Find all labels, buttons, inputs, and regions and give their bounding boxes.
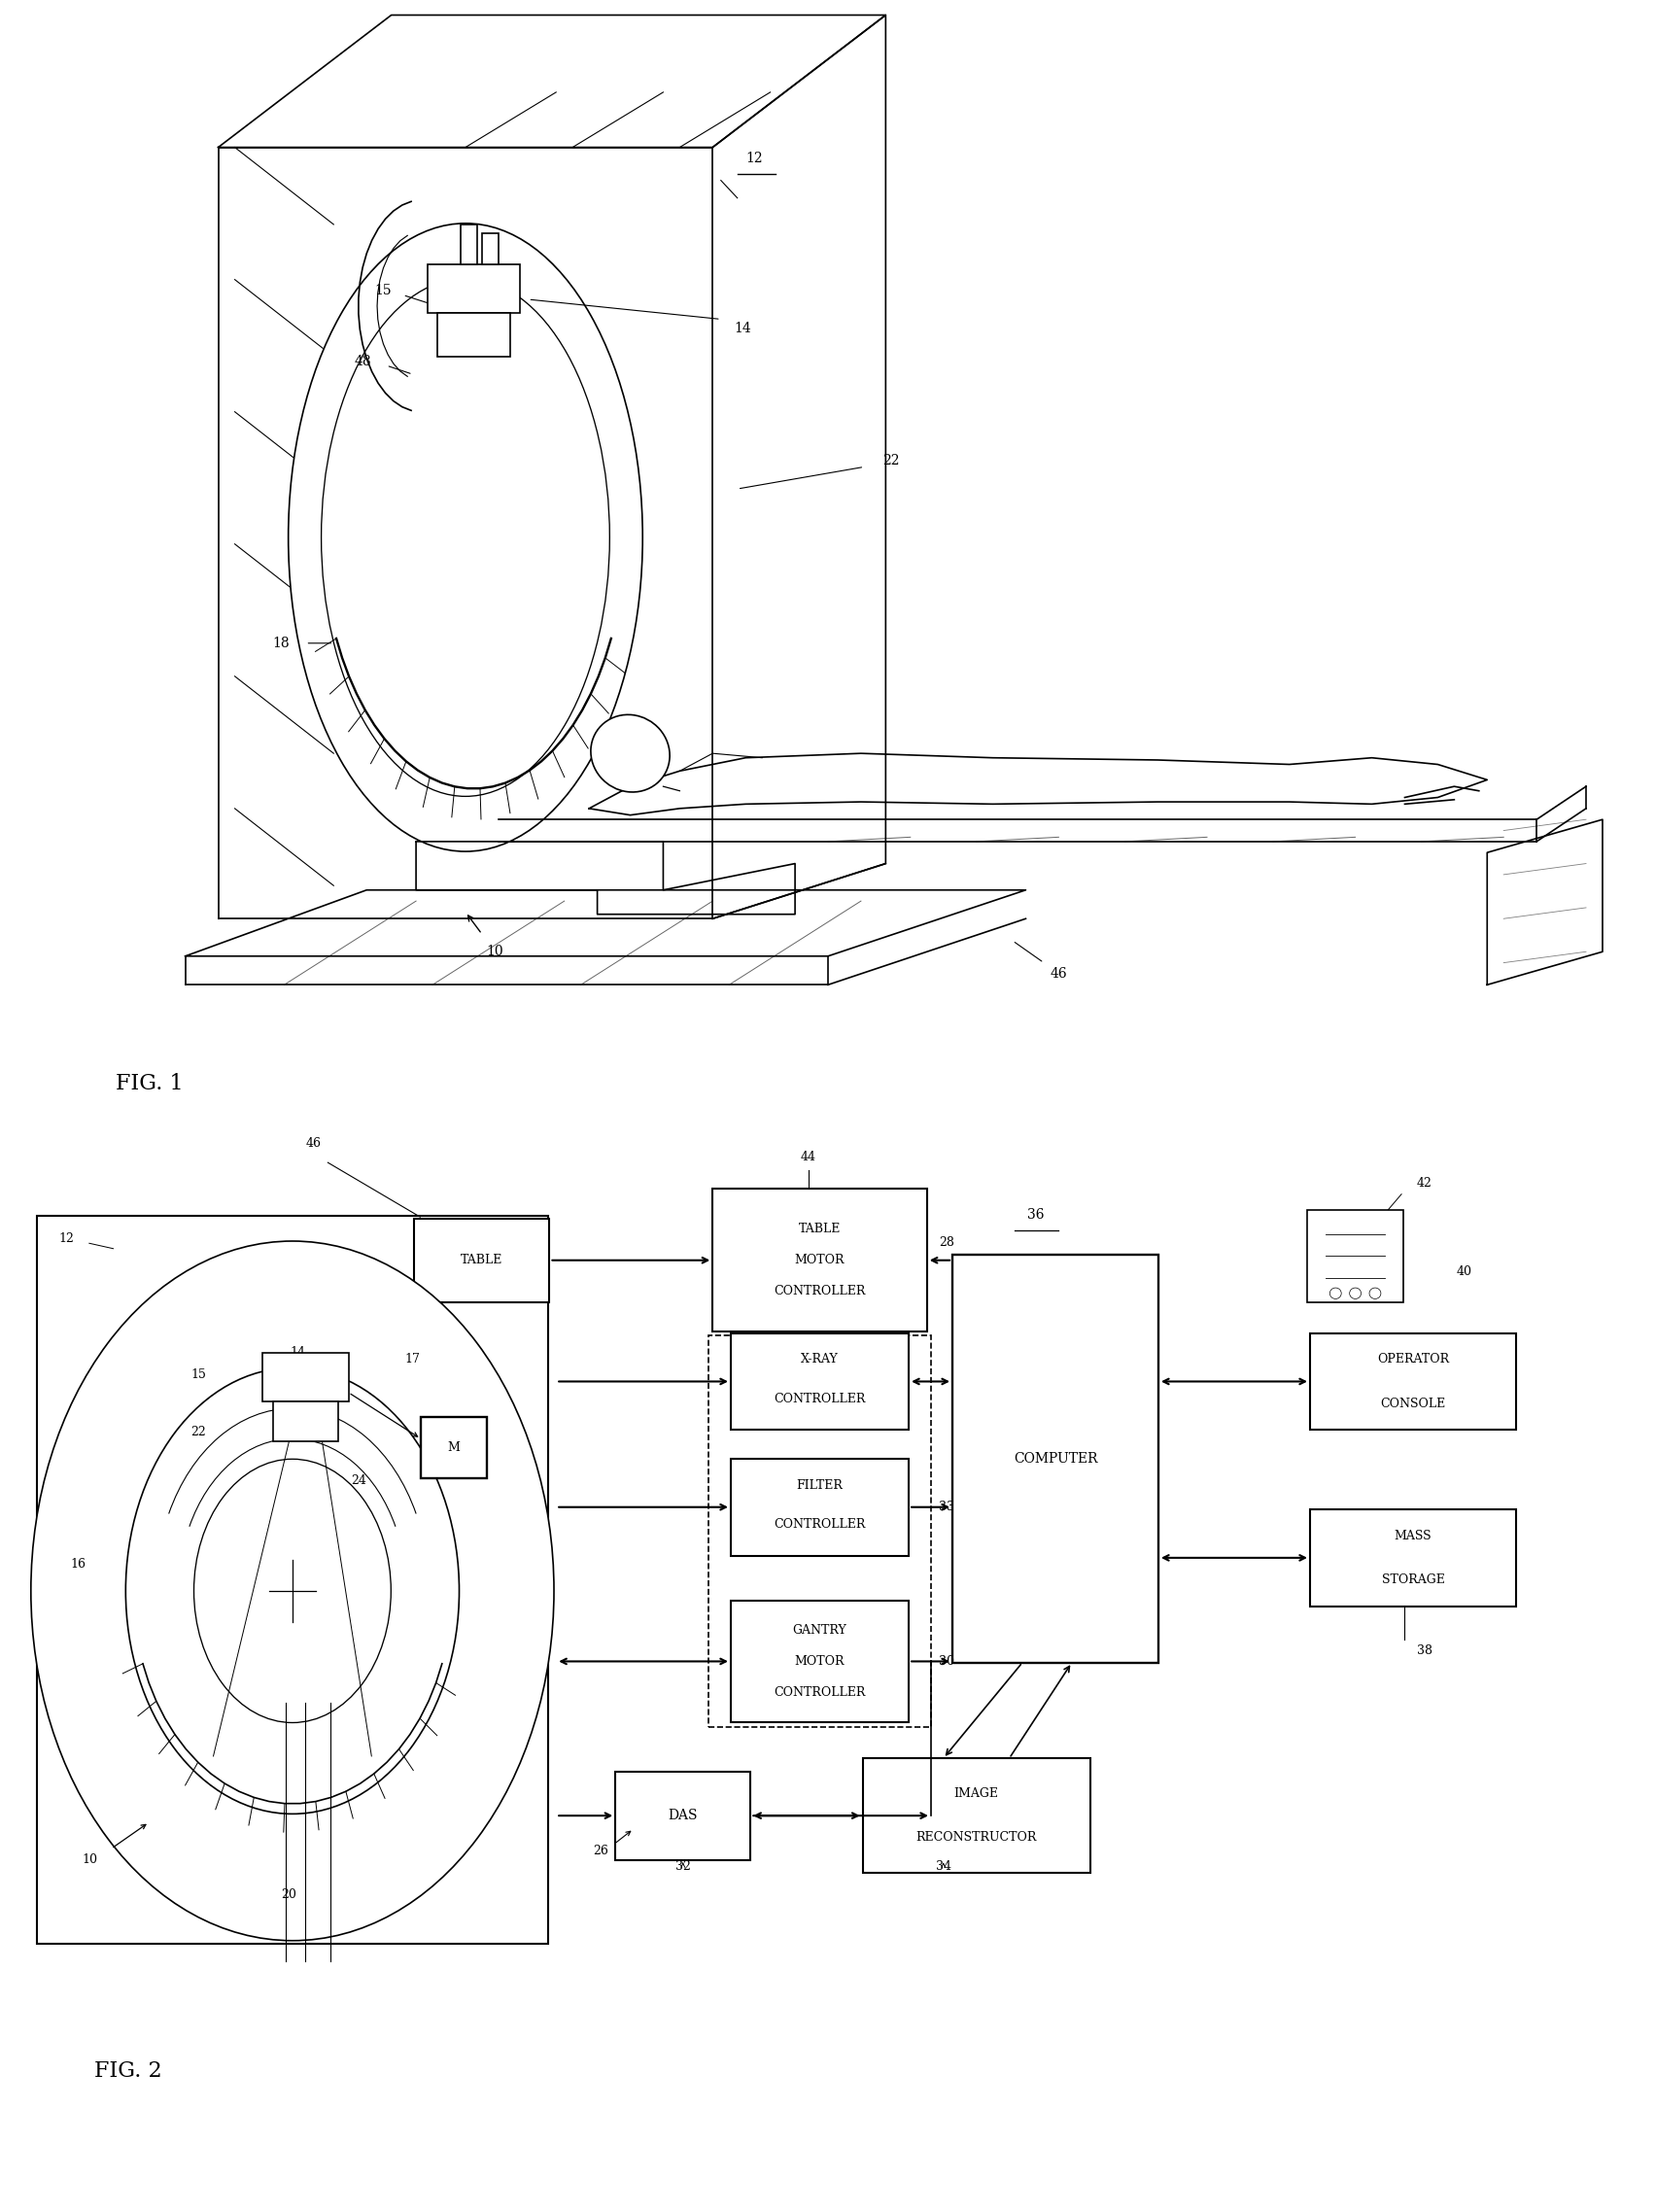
Text: 44: 44 xyxy=(800,1150,816,1164)
Text: 16: 16 xyxy=(71,1557,86,1571)
Text: 12: 12 xyxy=(745,150,762,166)
Text: COMPUTER: COMPUTER xyxy=(1013,1451,1098,1464)
Text: 18: 18 xyxy=(323,1522,338,1535)
Text: FIG. 1: FIG. 1 xyxy=(116,1073,184,1095)
Text: RECONSTRUCTOR: RECONSTRUCTOR xyxy=(916,1832,1037,1845)
Text: 30: 30 xyxy=(939,1655,954,1668)
Bar xyxy=(1310,1334,1515,1429)
Ellipse shape xyxy=(1350,1287,1361,1298)
Text: 33: 33 xyxy=(939,1500,954,1513)
Text: 14: 14 xyxy=(290,1347,305,1358)
Text: 14: 14 xyxy=(734,321,750,334)
Text: CONTROLLER: CONTROLLER xyxy=(773,1517,866,1531)
Ellipse shape xyxy=(126,1367,459,1814)
Bar xyxy=(414,1219,550,1303)
Text: 15: 15 xyxy=(190,1369,207,1380)
Text: CONTROLLER: CONTROLLER xyxy=(773,1394,866,1405)
Bar xyxy=(460,223,477,263)
Bar xyxy=(863,1759,1090,1874)
Bar xyxy=(709,1336,931,1728)
Bar xyxy=(712,1188,927,1332)
Text: MASS: MASS xyxy=(1394,1528,1432,1542)
Text: CONSOLE: CONSOLE xyxy=(1381,1398,1446,1409)
Text: 46: 46 xyxy=(1050,967,1066,980)
Text: IMAGE: IMAGE xyxy=(954,1787,999,1801)
Bar xyxy=(730,1601,909,1721)
Text: 42: 42 xyxy=(1418,1177,1432,1190)
Text: FIG. 2: FIG. 2 xyxy=(94,2062,162,2081)
Bar xyxy=(437,312,510,356)
Bar xyxy=(952,1254,1159,1663)
Bar xyxy=(421,1416,487,1478)
Text: TABLE: TABLE xyxy=(798,1223,841,1237)
Bar xyxy=(482,232,498,263)
Text: DAS: DAS xyxy=(667,1809,697,1823)
Text: MOTOR: MOTOR xyxy=(795,1655,845,1668)
Bar xyxy=(730,1334,909,1429)
Ellipse shape xyxy=(591,714,669,792)
Text: FILTER: FILTER xyxy=(797,1480,843,1491)
Text: 28: 28 xyxy=(939,1237,954,1250)
Text: TABLE: TABLE xyxy=(460,1254,503,1267)
Text: 12: 12 xyxy=(60,1232,75,1245)
Text: CONTROLLER: CONTROLLER xyxy=(773,1285,866,1298)
Bar xyxy=(616,1772,750,1860)
Text: 10: 10 xyxy=(81,1854,98,1867)
Ellipse shape xyxy=(194,1460,391,1723)
Ellipse shape xyxy=(288,223,643,852)
Text: 10: 10 xyxy=(487,945,503,958)
Text: 46: 46 xyxy=(306,1137,321,1150)
Bar xyxy=(36,1217,548,1944)
Text: MOTOR: MOTOR xyxy=(795,1254,845,1267)
Text: STORAGE: STORAGE xyxy=(1381,1573,1444,1586)
Ellipse shape xyxy=(1370,1287,1381,1298)
Bar xyxy=(730,1458,909,1555)
Ellipse shape xyxy=(31,1241,555,1940)
Text: X-RAY: X-RAY xyxy=(802,1354,838,1365)
Text: 15: 15 xyxy=(374,283,391,296)
Text: 36: 36 xyxy=(1027,1208,1045,1221)
Text: 48: 48 xyxy=(354,354,373,367)
Text: 18: 18 xyxy=(272,637,290,650)
Text: 34: 34 xyxy=(936,1860,951,1874)
Text: M: M xyxy=(447,1442,460,1453)
Text: CONTROLLER: CONTROLLER xyxy=(773,1686,866,1699)
Text: 22: 22 xyxy=(190,1427,205,1438)
Text: 17: 17 xyxy=(406,1354,421,1365)
Bar xyxy=(1308,1210,1403,1303)
Text: 22: 22 xyxy=(883,453,899,467)
Text: 20: 20 xyxy=(282,1889,296,1902)
Bar xyxy=(273,1402,338,1440)
Text: 40: 40 xyxy=(1456,1265,1472,1279)
Text: 32: 32 xyxy=(676,1860,691,1874)
Text: OPERATOR: OPERATOR xyxy=(1378,1354,1449,1365)
Ellipse shape xyxy=(1330,1287,1341,1298)
Bar xyxy=(263,1354,348,1402)
Bar xyxy=(427,263,520,312)
Text: 24: 24 xyxy=(351,1475,366,1486)
Text: GANTRY: GANTRY xyxy=(793,1624,846,1637)
Text: 38: 38 xyxy=(1418,1644,1432,1657)
Bar xyxy=(1310,1509,1515,1606)
Ellipse shape xyxy=(321,279,609,796)
Text: 26: 26 xyxy=(593,1845,608,1858)
